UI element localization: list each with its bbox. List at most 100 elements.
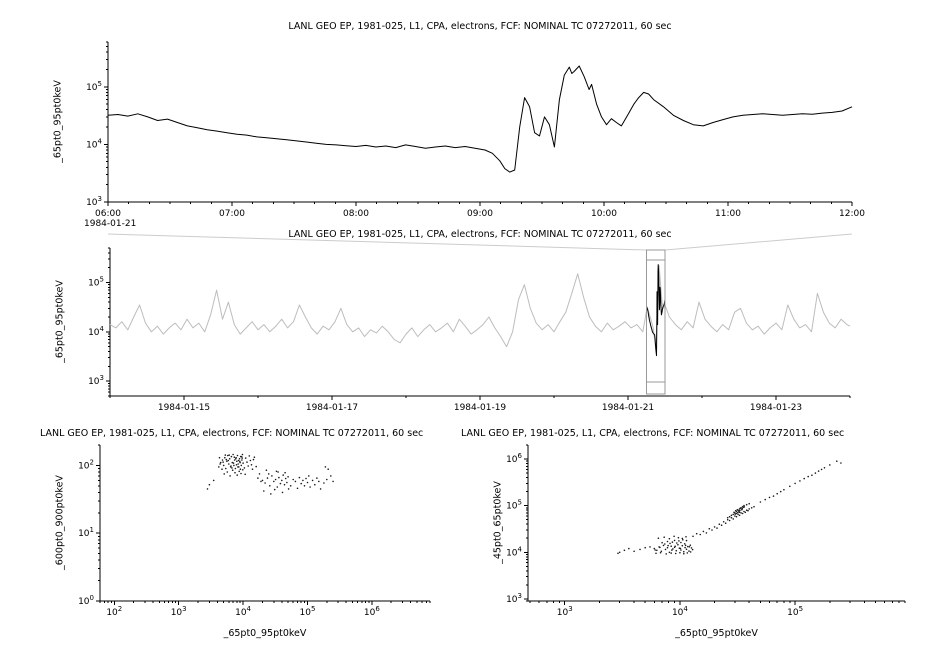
scatter-point	[695, 532, 698, 535]
scatter-point	[684, 546, 686, 549]
scatter-point	[732, 518, 734, 520]
scatter-point	[817, 470, 820, 472]
scatter-point	[673, 539, 676, 542]
scatter-point	[728, 519, 731, 522]
scatter-point	[240, 464, 243, 467]
scatter-point	[221, 459, 224, 461]
scatter-point	[228, 458, 231, 460]
scatter-point	[705, 532, 708, 534]
scatter-point	[677, 536, 680, 539]
scatter-point	[728, 515, 731, 518]
tick-label: 104	[672, 605, 688, 618]
scatter-point	[319, 488, 322, 490]
tick-label: 1984-01-21	[602, 403, 654, 413]
scatter-point	[684, 544, 687, 547]
x-axis-label-scatter-right: _65pt0_95pt0keV	[675, 628, 758, 639]
scatter-point	[789, 485, 791, 488]
tick-label: 105	[86, 80, 102, 93]
scatter-point	[747, 509, 749, 512]
tick-label: 11:00	[715, 209, 741, 219]
scatter-point	[230, 465, 232, 467]
scatter-point	[688, 550, 690, 552]
scatter-point	[231, 467, 233, 469]
scatter-point	[271, 475, 273, 477]
scatter-point	[237, 466, 239, 468]
tick-label: 104	[235, 605, 251, 618]
scatter-point	[680, 549, 682, 551]
scatter-point	[748, 508, 750, 510]
scatter-point	[283, 483, 286, 486]
scatter-point	[748, 502, 750, 505]
scatter-point	[236, 460, 238, 463]
scatter-point	[692, 535, 694, 538]
scatter-point	[759, 501, 762, 503]
scatter-point	[219, 461, 222, 464]
scatter-point	[736, 508, 739, 511]
scatter-point	[219, 463, 221, 465]
scatter-point	[722, 521, 725, 523]
scatter-point	[246, 461, 248, 463]
tick-label: 103	[88, 374, 104, 387]
scatter-point	[218, 466, 220, 468]
scatter-point	[799, 480, 801, 482]
plot-area-scatter-45-65[interactable]	[528, 445, 905, 601]
scatter-point	[730, 514, 733, 517]
chart-scatter-600-900: 102 103 104 105 106 100 101 102	[78, 444, 431, 618]
scatter-point	[745, 503, 748, 506]
scatter-point	[737, 511, 739, 514]
scatter-point	[829, 464, 831, 466]
zoom-selection-box[interactable]	[646, 249, 666, 395]
scatter-point	[664, 548, 667, 551]
scatter-point	[227, 459, 230, 462]
scatter-point	[734, 509, 737, 512]
plot-area-detail-timeseries[interactable]	[108, 42, 852, 202]
scatter-point	[687, 545, 689, 548]
scatter-point	[275, 470, 278, 473]
scatter-point	[282, 474, 285, 476]
scatter-point	[241, 457, 243, 459]
scatter-point	[273, 488, 276, 491]
scatter-point	[277, 471, 279, 473]
scatter-point	[257, 477, 259, 479]
scatter-point	[674, 552, 677, 555]
plot-area-context-timeseries[interactable]	[110, 248, 850, 396]
scatter-point	[258, 473, 261, 475]
scatter-point	[306, 481, 309, 484]
tick-label: 1984-01-23	[750, 403, 802, 413]
scatter-point	[224, 454, 227, 456]
scatter-point	[225, 458, 228, 461]
scatter-point	[649, 546, 651, 548]
scatter-point	[666, 546, 669, 549]
tick-label: 103	[506, 592, 522, 605]
scatter-point	[743, 510, 745, 513]
scatter-point	[745, 509, 748, 512]
scatter-point	[232, 462, 235, 464]
scatter-point	[287, 476, 289, 478]
scatter-point	[676, 542, 678, 544]
plot-title-context: LANL GEO EP, 1981-025, L1, CPA, electron…	[288, 229, 672, 240]
scatter-point	[702, 530, 705, 533]
tick-label: 1984-01-15	[158, 403, 210, 413]
scatter-point	[734, 515, 736, 517]
scatter-point	[224, 456, 226, 459]
tick-label: 102	[106, 605, 122, 618]
scatter-point	[708, 527, 711, 530]
scatter-point	[239, 468, 242, 471]
scatter-point	[655, 552, 657, 555]
tick-label: 105	[787, 605, 803, 618]
scatter-point	[303, 485, 306, 487]
scatter-point	[803, 477, 805, 480]
scatter-point	[617, 552, 619, 555]
scatter-point	[244, 473, 246, 476]
scatter-point	[318, 480, 320, 483]
scatter-point	[314, 483, 316, 486]
scatter-point	[250, 464, 253, 466]
plot-area-scatter-600-900[interactable]	[100, 445, 430, 601]
scatter-point	[668, 551, 671, 554]
scatter-point	[716, 527, 718, 529]
scatter-point	[239, 461, 241, 464]
scatter-point	[653, 547, 656, 550]
tick-label: 08:00	[343, 209, 369, 219]
scatter-point	[235, 464, 238, 466]
